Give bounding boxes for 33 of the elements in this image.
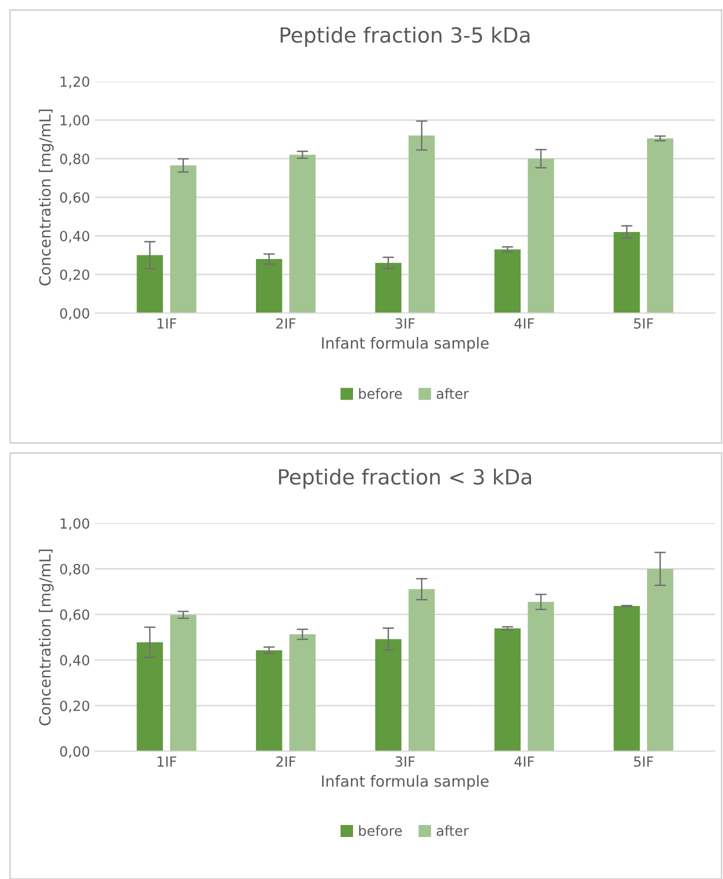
y-tick-label: 0,60 — [60, 192, 90, 204]
x-tick-label: 3IF — [396, 756, 415, 767]
chart-title: Peptide fraction < 3 kDa — [279, 468, 532, 489]
x-axis-title: Infant formula sample — [322, 336, 489, 352]
y-tick-label: 1,20 — [60, 76, 90, 88]
y-axis-title: Concentration [mg/mL] — [38, 110, 54, 286]
y-tick-label: 0,00 — [60, 308, 90, 320]
x-axis-title: Infant formula sample — [322, 775, 489, 790]
y-tick-label: 0,60 — [60, 609, 90, 622]
y-tick-label: 0,20 — [60, 700, 90, 713]
x-tick-label: 4IF — [514, 318, 534, 329]
x-tick-label: 2IF — [276, 756, 296, 767]
y-tick-label: 0,20 — [60, 269, 90, 282]
y-tick-label: 0,80 — [60, 154, 90, 166]
y-tick-label: 0,40 — [60, 230, 90, 243]
x-tick-label: 2IF — [276, 318, 296, 329]
legend-label: after — [436, 388, 469, 399]
x-tick-label: 5IF — [634, 756, 654, 767]
x-tick-label: 1IF — [158, 318, 176, 329]
legend-label: before — [359, 825, 402, 836]
x-tick-label: 1IF — [158, 756, 176, 767]
x-tick-label: 3IF — [396, 318, 415, 329]
y-tick-label: 1,00 — [60, 115, 90, 127]
x-tick-label: 5IF — [634, 318, 654, 329]
y-tick-label: 0,40 — [60, 655, 90, 667]
y-axis-title: Concentration [mg/mL] — [38, 550, 54, 726]
legend-label: before — [359, 388, 402, 399]
y-tick-label: 1,00 — [60, 518, 90, 530]
chart-title: Peptide fraction 3-5 kDa — [280, 26, 530, 47]
y-tick-label: 0,00 — [60, 746, 90, 758]
x-tick-label: 4IF — [514, 756, 534, 767]
y-tick-label: 0,80 — [60, 564, 90, 576]
legend-label: after — [436, 825, 469, 836]
